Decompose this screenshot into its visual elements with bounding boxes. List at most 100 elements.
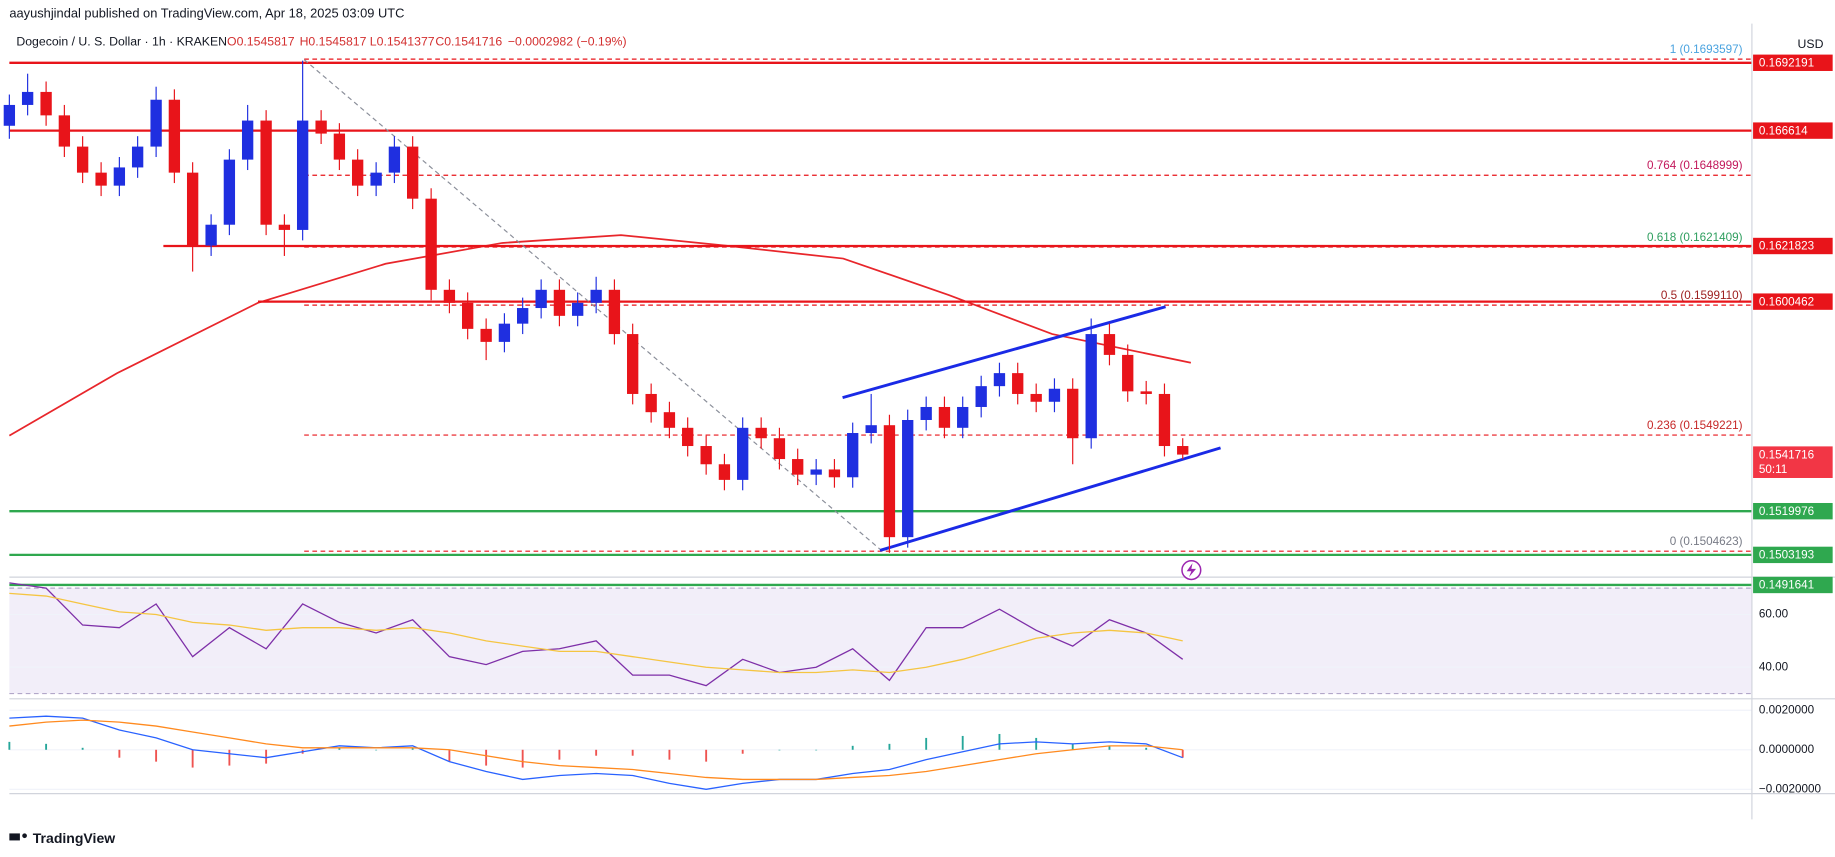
candle-body [572,302,584,316]
candle-body [113,167,126,186]
ohlc-close: C0.1541716 [435,35,502,49]
histogram-bar [595,749,598,756]
replay-icon[interactable] [1181,559,1202,581]
grid-layer [9,587,1752,790]
histogram-bar [338,747,341,750]
y-tick-label: −0.0020000 [1759,782,1822,795]
price-axis-bg [1751,23,1835,820]
currency: USD [1798,37,1824,51]
candle-body [260,120,272,225]
candle-body [645,393,657,413]
histogram-bar [81,747,84,750]
histogram-bar [888,743,891,750]
histogram-bar [1035,737,1038,750]
histogram-bar [1181,749,1184,758]
histogram-bar [45,743,48,750]
histogram-bar [1145,747,1148,750]
candle-body [663,412,676,428]
fib-label: 1 (0.1693597) [1670,43,1743,56]
indicator-line [9,592,1183,674]
candle-body [938,406,951,428]
price-label: 0.1519976 [1759,505,1814,518]
histogram-bar [8,741,11,750]
logo-mark [9,833,20,841]
histogram-bar [1108,745,1111,750]
candle-body [1012,373,1024,394]
histogram-bar [998,733,1001,750]
y-tick-label: 40.00 [1759,660,1789,673]
axis-layer: 0.1692191 0.166614 0.1621823 0.1600462 0.151… [1753,54,1833,795]
price-label-box [1753,576,1833,594]
candle-body [755,427,767,439]
candle-body [443,289,456,303]
histogram-bar [228,749,231,766]
countdown: 50:11 [1759,463,1787,476]
histogram-bar [705,749,708,762]
price-label: 0.1692191 [1759,56,1814,69]
price-label: 0.1621823 [1759,240,1814,253]
ohlc-open: O0.1545817 [227,35,295,49]
candle-body [351,159,364,186]
candle-body [883,425,896,538]
candle-body [21,91,34,105]
fib-label: 0.236 (0.1549221) [1647,419,1743,432]
price-label: 0.166614 [1759,124,1808,137]
candle-body [76,146,89,173]
fib-label: 0.618 (0.1621409) [1647,231,1743,244]
histogram-bar [118,749,121,758]
candle-body [370,172,382,186]
candle-body [553,289,566,316]
price-label: 0.1503193 [1759,549,1814,562]
histogram-bar [558,749,561,760]
candle-body [95,172,107,186]
candle-body [737,427,749,480]
trend-line [303,59,881,550]
candle-body [150,99,162,147]
candle-body [388,146,401,173]
logo-mark [22,833,27,839]
candle-body [1158,393,1171,447]
trend-line [879,446,1221,552]
candle-body [902,419,914,538]
histogram-bar [741,749,744,754]
indicator-line [9,719,1183,781]
candle-body [828,469,841,478]
indicator-line [9,582,1184,687]
candle-body [480,328,492,342]
histogram-bar [155,749,158,762]
candle-body [865,425,877,434]
candle-body [773,438,786,460]
fib-label: 0 (0.1504623) [1670,535,1743,548]
price-label-box [1753,54,1833,71]
plot-layer: 1 (0.1693597) 0.764 (0.1648999) 0.618 (0.1… [3,43,1752,790]
candle-body [333,133,346,160]
price-label: 0.1600462 [1759,295,1814,308]
price-label: 0.1491641 [1759,579,1814,592]
histogram-bar [851,745,854,750]
y-tick-label: 0.0000000 [1759,743,1815,756]
publisher: aayushjindal published on TradingView.co… [9,6,404,21]
candle-body [406,146,419,199]
histogram-bar [375,749,378,751]
candle-body [1048,388,1061,402]
candle-body [975,386,987,407]
price-label-box [1753,122,1833,139]
logo: TradingView [9,830,115,846]
candle-body [58,115,71,147]
trend-line [842,305,1166,400]
histogram-bar [1071,743,1074,750]
histogram-bar [448,749,451,762]
candle-body [498,323,511,342]
histogram-bar [778,749,781,751]
price-label-box [1753,293,1833,310]
candle-body [590,289,602,303]
candle-body [186,172,199,246]
candle-body [131,146,144,168]
candle-body [993,373,1006,387]
candle-body [278,224,291,230]
candle-body [847,433,859,478]
histogram-bar [925,737,928,750]
